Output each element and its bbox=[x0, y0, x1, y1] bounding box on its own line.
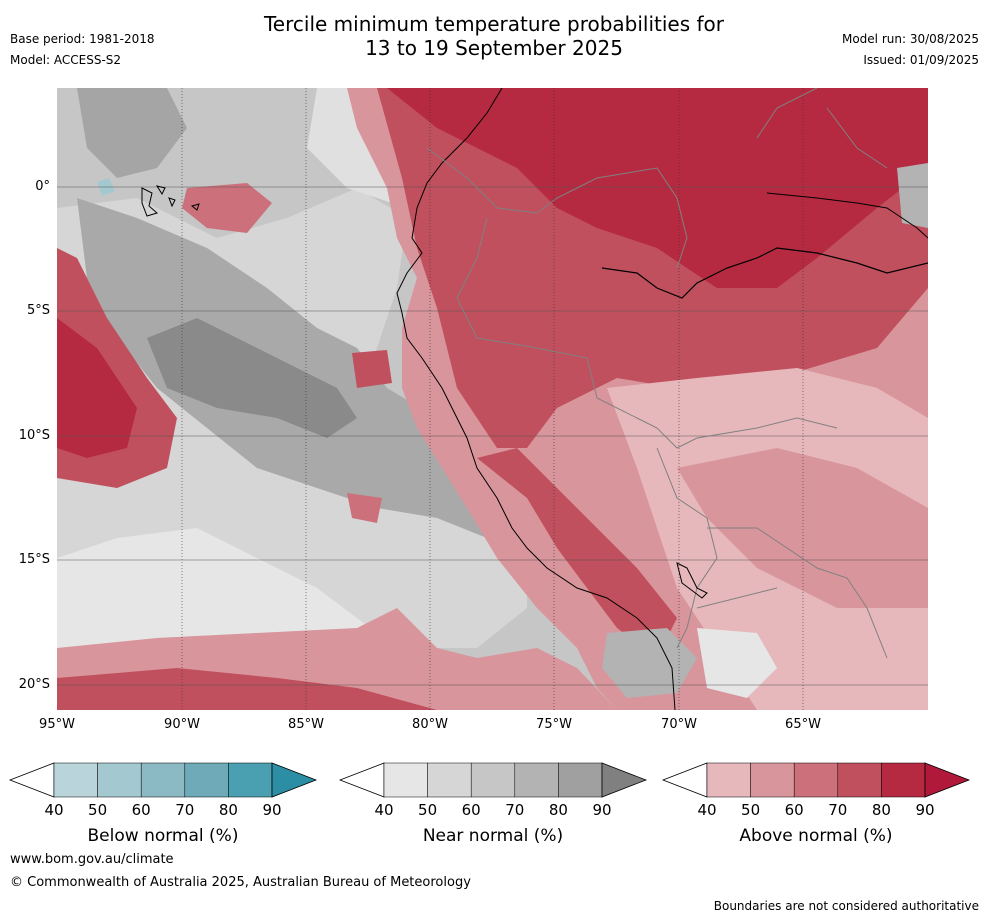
near-normal-darkest-region bbox=[147, 318, 357, 438]
near-normal-pocket-ne bbox=[897, 163, 928, 228]
colorbar-below-max-arrow bbox=[271, 762, 318, 798]
colorbar-below-min-arrow bbox=[8, 762, 55, 798]
colorbars bbox=[8, 762, 971, 798]
colorbar-above-tick: 90 bbox=[915, 801, 935, 819]
base-period: Base period: 1981-2018 bbox=[10, 32, 155, 46]
x-tick-65w: 65°W bbox=[785, 717, 821, 732]
colorbar-near-tick: 80 bbox=[548, 801, 568, 819]
colorbar-below-tick: 80 bbox=[218, 801, 238, 819]
lake-titicaca bbox=[676, 562, 708, 599]
colorbar-below-segment bbox=[97, 762, 142, 798]
colorbar-near-segment bbox=[383, 762, 428, 798]
colorbar-above-tick: 60 bbox=[784, 801, 804, 819]
y-tick-20s: 20°S bbox=[18, 677, 50, 692]
colorbar-near-min-arrow bbox=[338, 762, 385, 798]
colorbar-near-tick: 40 bbox=[374, 801, 394, 819]
colorbar-above-segment bbox=[837, 762, 882, 798]
country-borders bbox=[426, 88, 888, 659]
near-normal-pocket-east bbox=[697, 628, 777, 698]
colorbar-above-segment bbox=[750, 762, 795, 798]
x-tick-80w: 80°W bbox=[412, 717, 448, 732]
x-tick-85w: 85°W bbox=[288, 717, 324, 732]
x-tick-70w: 70°W bbox=[661, 717, 697, 732]
above-normal-south-region-dark bbox=[57, 668, 437, 710]
near-normal-pale-region bbox=[57, 528, 377, 648]
colorbar-label-near: Near normal (%) bbox=[422, 826, 564, 846]
colorbar-above-segment bbox=[706, 762, 751, 798]
colorbar-near-segment bbox=[514, 762, 559, 798]
colorbar-below-tick: 40 bbox=[44, 801, 64, 819]
colorbar-below-tick: 70 bbox=[175, 801, 195, 819]
y-tick-15s: 15°S bbox=[18, 552, 50, 567]
colorbar-below-tick: 50 bbox=[88, 801, 108, 819]
colorbar-below-segment bbox=[184, 762, 229, 798]
colorbar-above-normal bbox=[661, 762, 971, 798]
colorbar-below-tick: 90 bbox=[262, 801, 282, 819]
colorbar-below-segment bbox=[228, 762, 273, 798]
coastline bbox=[396, 88, 676, 710]
title-line-2: 13 to 19 September 2025 bbox=[365, 36, 623, 60]
map-title: Tercile minimum temperature probabilitie… bbox=[0, 12, 988, 60]
river-north bbox=[766, 192, 928, 239]
meta-left: Base period: 1981-2018 Model: ACCESS-S2 bbox=[10, 29, 155, 71]
galapagos-islands bbox=[141, 185, 200, 217]
above-normal-pocket-galapagos bbox=[182, 183, 272, 233]
colorbar-below-segment bbox=[140, 762, 186, 798]
copyright-text: © Commonwealth of Australia 2025, Austra… bbox=[10, 875, 471, 890]
colorbar-near-segment bbox=[558, 762, 603, 798]
above-normal-high-region bbox=[387, 88, 928, 288]
x-tick-75w: 75°W bbox=[536, 717, 572, 732]
title-line-1: Tercile minimum temperature probabilitie… bbox=[263, 12, 725, 36]
y-tick-0: 0° bbox=[35, 179, 50, 194]
colorbar-above-segment bbox=[793, 762, 839, 798]
above-normal-pale-mid-region bbox=[677, 448, 928, 608]
colorbar-below-segment bbox=[53, 762, 98, 798]
latitude-gridlines bbox=[57, 186, 928, 686]
colorbar-near-tick: 90 bbox=[592, 801, 612, 819]
near-normal-dark-region-2 bbox=[77, 88, 187, 178]
amazon-river bbox=[601, 247, 928, 299]
colorbar-label-above: Above normal (%) bbox=[739, 826, 893, 846]
colorbar-below-tick: 60 bbox=[131, 801, 151, 819]
colorbar-near-tick: 70 bbox=[505, 801, 525, 819]
colorbar-above-tick: 40 bbox=[697, 801, 717, 819]
x-tick-95w: 95°W bbox=[39, 717, 75, 732]
above-normal-pocket-offshore-2 bbox=[347, 493, 382, 523]
y-tick-10s: 10°S bbox=[18, 428, 50, 443]
colorbar-below-normal bbox=[8, 762, 318, 798]
meta-right: Model run: 30/08/2025 Issued: 01/09/2025 bbox=[842, 29, 979, 71]
colorbar-near-tick: 50 bbox=[418, 801, 438, 819]
x-tick-90w: 90°W bbox=[164, 717, 200, 732]
colorbar-near-max-arrow bbox=[601, 762, 648, 798]
colorbar-above-min-arrow bbox=[661, 762, 708, 798]
y-tick-5s: 5°S bbox=[26, 303, 50, 318]
probability-map bbox=[57, 88, 928, 710]
colorbar-near-tick: 60 bbox=[461, 801, 481, 819]
colorbar-near-segment bbox=[470, 762, 516, 798]
colorbar-near-normal bbox=[338, 762, 648, 798]
issued-date: Issued: 01/09/2025 bbox=[863, 53, 979, 67]
colorbar-above-tick: 80 bbox=[871, 801, 891, 819]
website-link[interactable]: www.bom.gov.au/climate bbox=[10, 852, 174, 867]
colorbar-above-segment bbox=[881, 762, 926, 798]
colorbar-above-max-arrow bbox=[924, 762, 971, 798]
colorbar-above-tick: 50 bbox=[741, 801, 761, 819]
model-run: Model run: 30/08/2025 bbox=[841, 32, 979, 46]
model-name: Model: ACCESS-S2 bbox=[10, 53, 122, 67]
above-normal-pocket-offshore bbox=[352, 350, 392, 388]
above-normal-west-region-dark bbox=[57, 318, 137, 458]
disclaimer-text: Boundaries are not considered authoritat… bbox=[713, 899, 979, 913]
colorbar-above-tick: 70 bbox=[828, 801, 848, 819]
above-normal-strip-region bbox=[477, 448, 677, 658]
colorbar-near-segment bbox=[427, 762, 472, 798]
map-canvas bbox=[57, 88, 928, 710]
colorbar-label-below: Below normal (%) bbox=[87, 826, 239, 846]
